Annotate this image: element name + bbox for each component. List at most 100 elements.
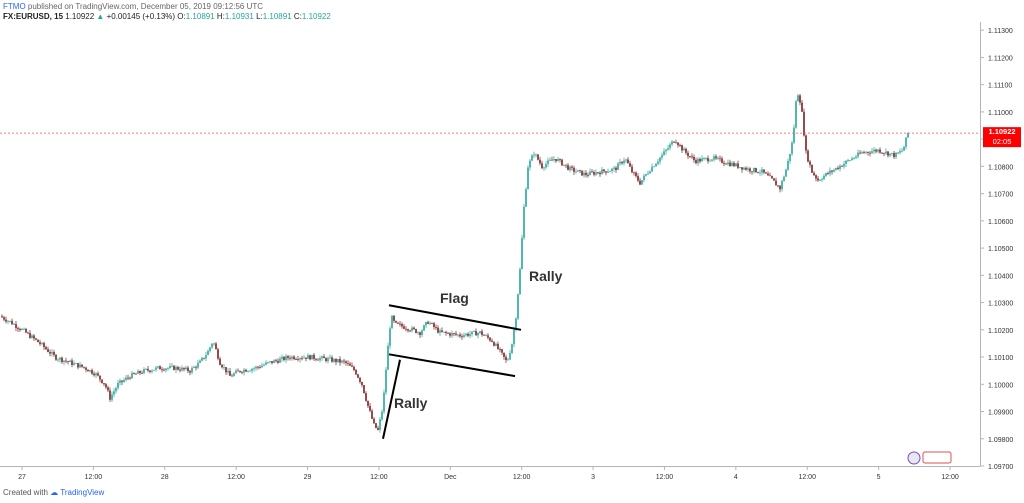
candle-body (519, 269, 521, 295)
candle-body (11, 320, 13, 325)
candle-body (55, 354, 57, 360)
candle-body (355, 369, 357, 375)
candle-body (655, 163, 657, 167)
flag-lower-line[interactable] (388, 353, 516, 378)
candle-body (171, 365, 173, 367)
flag-label[interactable]: Flag (440, 290, 469, 306)
candle-body (105, 384, 107, 388)
price-tick-label: 1.10400 (988, 273, 1013, 280)
candle-body (373, 418, 375, 424)
candle-body (461, 336, 463, 338)
candle-body (671, 141, 673, 145)
candle-body (407, 329, 409, 331)
candle-body (307, 355, 309, 359)
candle-body (847, 160, 849, 162)
candle-body (33, 335, 35, 339)
candle-body (95, 373, 97, 376)
candle-body (865, 151, 867, 153)
candle-body (835, 167, 837, 170)
candle-body (479, 331, 481, 333)
candle-body (259, 367, 261, 368)
candle-body (811, 164, 813, 173)
price-tick-label: 1.10600 (988, 219, 1013, 226)
time-axis[interactable]: 27 12:00 28 12:00 29 12:00 Dec 12:00 3 12:00 4 12:0… (18, 466, 959, 481)
footer: Created with ☁ TradingView (3, 488, 104, 497)
candle-body (823, 175, 825, 180)
candle-body (785, 169, 787, 177)
close-value: 1.10922 (301, 12, 331, 21)
candle-body (9, 320, 11, 322)
tradingview-logo-icon[interactable]: ☁ (50, 488, 59, 497)
time-tick-label: 12:00 (370, 474, 388, 481)
candle-body (667, 148, 669, 150)
candle-body (339, 359, 341, 363)
candle-body (353, 366, 355, 370)
candle-body (589, 171, 591, 176)
rally-trend-line[interactable] (382, 359, 401, 439)
created-with-text: Created with (3, 488, 48, 497)
candle-body (29, 333, 31, 338)
candle-body (869, 152, 871, 154)
candle-body (827, 173, 829, 174)
candle-body (477, 332, 479, 336)
candle-body (719, 157, 721, 159)
price-axis[interactable]: 1.113001.112001.111001.110001.109001.108… (980, 28, 1013, 471)
candle-body (561, 159, 563, 166)
candle-body (79, 364, 81, 368)
candle-body (221, 364, 223, 368)
price-tick-label: 1.10300 (988, 301, 1013, 308)
candle-body (463, 335, 465, 337)
candle-body (349, 363, 351, 366)
candle-body (619, 161, 621, 164)
candle-body (653, 166, 655, 168)
candle-body (753, 167, 755, 172)
candle-body (421, 330, 423, 335)
candle-body (217, 349, 219, 359)
economic-event-icon[interactable] (907, 451, 921, 465)
candle-body (793, 127, 795, 143)
candle-body (843, 163, 845, 167)
ohlc-legend: FX:EURUSD, 15 1.10922 ▲ +0.00145 (+0.13%… (3, 12, 331, 22)
candle-body (141, 373, 143, 374)
candle-body (693, 156, 695, 161)
candle-body (497, 343, 499, 349)
candle-body (537, 154, 539, 160)
dividends-icon[interactable] (922, 451, 952, 464)
candle-body (649, 171, 651, 174)
candle-body (763, 169, 765, 173)
candle-body (127, 377, 129, 379)
candle-body (701, 158, 703, 162)
candle-body (161, 369, 163, 371)
candle-body (745, 167, 747, 170)
candle-body (361, 382, 363, 386)
symbol-label[interactable]: FX:EURUSD, 15 (3, 12, 64, 21)
candle-body (25, 328, 27, 333)
candle-body (897, 152, 899, 154)
candle-body (557, 159, 559, 162)
publisher-name[interactable]: FTMO (3, 2, 26, 11)
tradingview-link[interactable]: TradingView (60, 488, 105, 497)
rally-label-upper[interactable]: Rally (529, 268, 563, 284)
candle-body (381, 411, 383, 420)
candle-body (357, 374, 359, 378)
candle-body (529, 160, 531, 168)
candle-body (879, 149, 881, 153)
candle-body (97, 373, 99, 376)
flag-upper-line[interactable] (388, 304, 522, 331)
candle-body (139, 370, 141, 374)
candle-body (129, 377, 131, 379)
candle-body (147, 368, 149, 371)
candle-body (379, 419, 381, 430)
candle-body (583, 172, 585, 176)
event-icons[interactable] (907, 451, 952, 465)
candle-body (907, 132, 909, 138)
candle-body (819, 179, 821, 181)
candle-body (299, 358, 301, 360)
candle-body (145, 368, 147, 370)
candle-body (677, 142, 679, 146)
rally-label-lower[interactable]: Rally (394, 395, 428, 411)
candle-body (229, 370, 231, 376)
candle-body (545, 163, 547, 168)
candle-body (807, 150, 809, 162)
